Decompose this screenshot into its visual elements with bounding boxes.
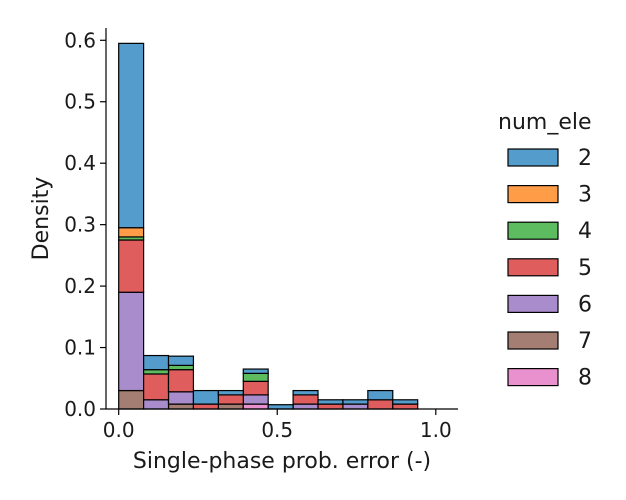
- legend-title: num_ele: [498, 110, 592, 135]
- bar-segment-8-bin-5: [242, 403, 269, 410]
- legend-swatch-4: [507, 221, 559, 240]
- bar-segment-5-bin-11: [392, 403, 419, 410]
- axes-layer: 0.0 0.1 0.2 0.3 0.4 0.5 0.6 0.0 0.5 1.0: [64, 28, 458, 442]
- legend-label-7: 7: [578, 329, 592, 354]
- bar-segment-6-bin-1: [143, 399, 170, 410]
- bar-segment-2-bin-9: [342, 399, 369, 405]
- legend-label-4: 4: [578, 219, 592, 244]
- bar-segment-4-bin-5: [242, 372, 269, 382]
- legend-label-2: 2: [578, 146, 592, 171]
- bar-segment-7-bin-4: [217, 403, 244, 410]
- bar-segment-5-bin-8: [317, 403, 344, 410]
- bar-segment-5-bin-10: [367, 399, 394, 410]
- y-tick-label: 0.1: [64, 336, 96, 360]
- x-tick-label: 0.5: [261, 418, 293, 442]
- legend-swatch-2: [507, 148, 559, 167]
- bar-segment-2-bin-4: [217, 389, 244, 396]
- legend-swatch-6: [507, 294, 559, 313]
- bar-segment-5-bin-3: [192, 403, 219, 410]
- bar-segment-6-bin-5: [242, 394, 269, 405]
- bar-segment-4-bin-2: [167, 364, 195, 371]
- legend-label-3: 3: [578, 183, 592, 208]
- bar-segment-2-bin-6: [267, 404, 294, 410]
- bar-segment-6-bin-7: [292, 403, 319, 410]
- legend-label-6: 6: [578, 292, 592, 317]
- bar-segment-2-bin-10: [367, 389, 394, 401]
- legend-swatch-8: [507, 368, 559, 387]
- bar-segment-5-bin-5: [242, 380, 269, 396]
- bars-layer: [118, 42, 419, 410]
- legend-swatch-7: [507, 331, 559, 350]
- bar-segment-6-bin-2: [167, 391, 195, 405]
- bar-segment-2-bin-2: [167, 355, 195, 366]
- x-tick-label: 0.0: [103, 418, 135, 442]
- bar-segment-5-bin-7: [292, 394, 319, 405]
- bar-segment-5-bin-2: [167, 369, 195, 393]
- y-axis-label: Density: [29, 177, 54, 261]
- y-tick-label: 0.0: [64, 397, 96, 421]
- legend-swatch-3: [507, 185, 559, 204]
- bar-segment-6-bin-0: [118, 291, 145, 392]
- bar-segment-2-bin-3: [192, 389, 219, 405]
- bar-segment-2-bin-5: [242, 368, 269, 374]
- y-tick-label: 0.2: [64, 274, 96, 298]
- legend-swatch-5: [507, 258, 559, 277]
- y-tick-label: 0.6: [64, 28, 96, 52]
- bar-segment-2-bin-7: [292, 389, 319, 396]
- bar-segment-5-bin-4: [217, 394, 244, 405]
- bar-segment-3-bin-0: [118, 227, 145, 238]
- bar-segment-2-bin-8: [317, 399, 344, 405]
- y-tick-label: 0.4: [64, 151, 96, 175]
- legend-label-5: 5: [578, 256, 592, 281]
- legend: num_ele 2 3 4 5 6 7 8: [498, 110, 592, 391]
- x-axis-label: Single-phase prob. error (-): [133, 449, 431, 474]
- bar-segment-2-bin-11: [392, 399, 419, 405]
- bar-segment-4-bin-1: [143, 369, 170, 375]
- bar-segment-6-bin-9: [342, 403, 369, 410]
- x-tick-label: 1.0: [420, 418, 452, 442]
- legend-label-8: 8: [578, 366, 592, 391]
- bar-segment-2-bin-1: [143, 354, 170, 371]
- bar-segment-2-bin-0: [118, 42, 145, 229]
- y-tick-label: 0.3: [64, 213, 96, 237]
- bar-segment-5-bin-0: [118, 239, 145, 293]
- bar-segment-5-bin-1: [143, 373, 170, 401]
- bar-segment-7-bin-0: [118, 389, 145, 410]
- bar-segment-7-bin-2: [167, 403, 195, 410]
- y-tick-label: 0.5: [64, 90, 96, 114]
